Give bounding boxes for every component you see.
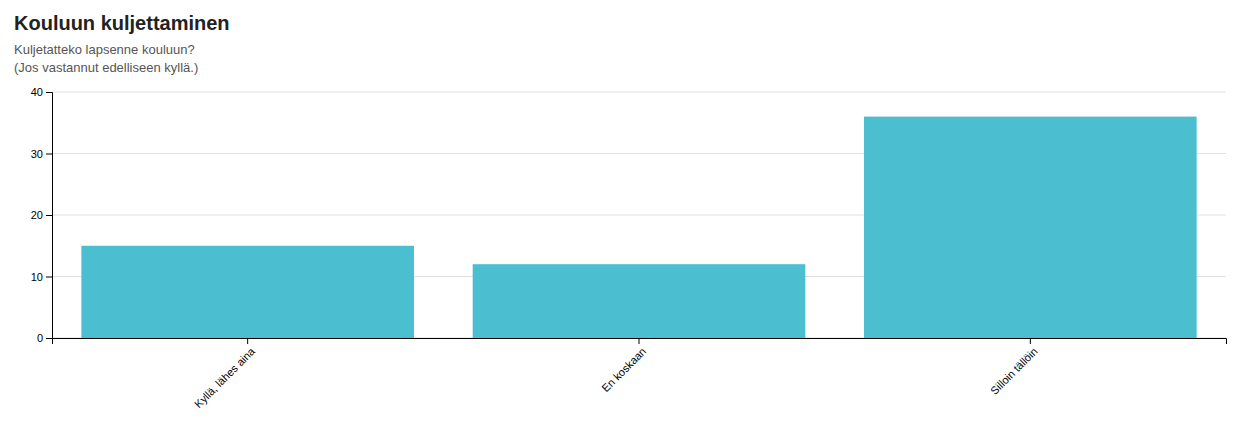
tick: 30 — [31, 148, 52, 160]
y-axis: 0 10 20 30 40 — [31, 86, 53, 344]
tick-label: 40 — [31, 86, 43, 98]
plot-area: 0 10 20 30 40 Kyllä, lähes aina En koskaan Sill… — [31, 86, 1227, 410]
tick: 40 — [31, 86, 52, 98]
bar — [473, 264, 806, 338]
axis-line — [53, 339, 1227, 345]
tick-label: 10 — [31, 271, 43, 283]
tick: Silloin tällöin — [988, 338, 1040, 397]
tick: 20 — [31, 209, 52, 221]
axis-line — [46, 93, 53, 339]
tick-mark — [46, 277, 52, 278]
tick-mark — [247, 338, 248, 344]
tick-mark — [46, 338, 52, 339]
grid-line — [52, 92, 1226, 93]
tick: Kyllä, lähes aina — [192, 338, 258, 410]
chart-svg: Kouluun kuljettaminen Kuljetatteko lapsen… — [0, 0, 1250, 422]
tick-mark — [639, 338, 640, 344]
tick-mark — [46, 154, 52, 155]
tick-label: 20 — [31, 209, 43, 221]
tick-mark — [1030, 338, 1031, 344]
x-axis: Kyllä, lähes aina En koskaan Silloin tällö… — [53, 338, 1227, 410]
tick-mark — [46, 92, 52, 93]
tick-mark — [46, 215, 52, 216]
bar — [81, 246, 414, 338]
bar — [864, 117, 1197, 338]
tick-label: En koskaan — [599, 345, 648, 394]
title: Kouluun kuljettaminen — [14, 12, 230, 34]
subtitle: (Jos vastannut edelliseen kyllä.) — [14, 60, 198, 75]
tick-label: Silloin tällöin — [988, 345, 1040, 397]
tick-label: Kyllä, lähes aina — [192, 344, 258, 410]
bars — [81, 117, 1196, 338]
tick-label: 0 — [37, 332, 43, 344]
tick: En koskaan — [599, 338, 648, 394]
tick: 10 — [31, 271, 52, 283]
subtitle: Kuljetatteko lapsenne kouluun? — [14, 42, 195, 57]
tick: 0 — [37, 332, 52, 344]
chart-container: Kouluun kuljettaminen Kuljetatteko lapsen… — [0, 0, 1250, 422]
tick-label: 30 — [31, 148, 43, 160]
grid — [52, 92, 1226, 338]
